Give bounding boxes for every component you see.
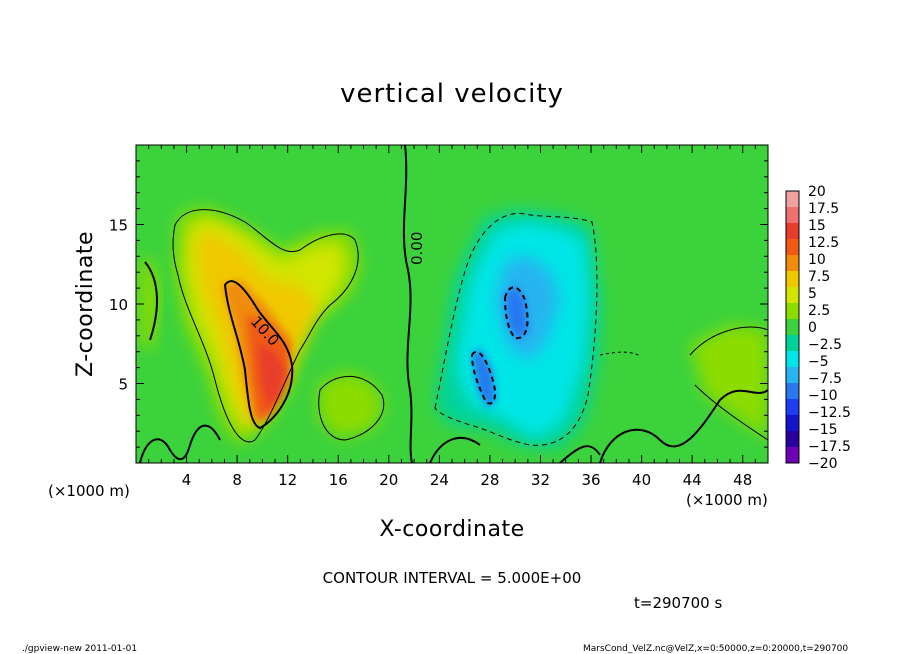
colorbar-label: 0 xyxy=(808,320,817,336)
contour-10-updraft xyxy=(223,280,294,430)
colorbar-label: −12.5 xyxy=(808,405,851,421)
contour-minus5-downdraft xyxy=(434,212,598,446)
colorbar-swatch xyxy=(786,335,799,352)
time-stamp: t=290700 s xyxy=(634,594,722,612)
contour-5-blob-right xyxy=(318,375,385,441)
colorbar-frame xyxy=(785,190,800,464)
contour-zero-bottom-right xyxy=(429,389,768,463)
y-axis-label: Z-coordinate xyxy=(73,231,98,377)
contour-zero-bottom-left xyxy=(139,261,221,463)
colorbar-swatch xyxy=(786,383,799,400)
colorbar-label: −15 xyxy=(808,422,838,438)
contour-5-updraft xyxy=(172,209,359,443)
x-tick-label: 48 xyxy=(733,471,752,489)
colorbar-label: −20 xyxy=(808,456,838,472)
colorbar-swatch xyxy=(786,223,799,240)
x-tick-label: 8 xyxy=(232,471,242,489)
x-tick-label: 20 xyxy=(379,471,398,489)
y-tick-label: 15 xyxy=(109,217,128,235)
colorbar-swatch xyxy=(786,271,799,288)
colorbar-label: 10 xyxy=(808,252,826,268)
y-tick-label: 5 xyxy=(118,376,128,394)
colorbar-swatch xyxy=(786,207,799,224)
colorbar-swatch xyxy=(786,191,799,208)
y-tick-labels: 5 10 15 xyxy=(109,217,128,394)
x-tick-label: 16 xyxy=(329,471,348,489)
colorbar-swatch xyxy=(786,351,799,368)
colorbar-swatch xyxy=(786,287,799,304)
contour-label-zero: 0.00 xyxy=(408,232,426,265)
colorbar-label: 17.5 xyxy=(808,201,839,217)
contour-5-blob-far xyxy=(689,326,768,441)
colorbar-label: 2.5 xyxy=(808,303,830,319)
colorbar-label: 7.5 xyxy=(808,269,830,285)
colorbar-swatch xyxy=(786,367,799,384)
tick-marks xyxy=(135,144,769,464)
colorbar-label: −5 xyxy=(808,354,829,370)
x-unit-right: (×1000 m) xyxy=(686,491,768,509)
negative-downdraft-field xyxy=(435,210,600,448)
colorbar-swatch xyxy=(786,303,799,320)
colorbar-label: −7.5 xyxy=(808,371,842,387)
colorbar-label: 20 xyxy=(808,184,826,200)
colorbar: 2017.51512.5107.552.50−2.5−5−7.5−10−12.5… xyxy=(785,184,851,472)
positive-updraft-field xyxy=(140,207,768,445)
x-tick-label: 12 xyxy=(278,471,297,489)
colorbar-label: −2.5 xyxy=(808,337,842,353)
x-tick-label: 24 xyxy=(430,471,449,489)
colorbar-label: −10 xyxy=(808,388,838,404)
colorbar-swatch xyxy=(786,415,799,432)
colorbar-swatch xyxy=(786,319,799,336)
colorbar-swatch xyxy=(786,431,799,448)
chart-title: vertical velocity xyxy=(340,79,564,109)
colorbar-label: 5 xyxy=(808,286,817,302)
colorbar-label: 15 xyxy=(808,218,826,234)
contour-zero-line xyxy=(402,145,413,463)
x-unit-left: (×1000 m) xyxy=(48,482,130,500)
x-tick-label: 36 xyxy=(581,471,600,489)
x-tick-label: 44 xyxy=(683,471,702,489)
x-tick-label: 32 xyxy=(531,471,550,489)
colorbar-swatch xyxy=(786,255,799,272)
footer-left: ./gpview-new 2011-01-01 xyxy=(22,644,137,654)
colorbar-label: −17.5 xyxy=(808,439,851,455)
colorbar-label: 12.5 xyxy=(808,235,839,251)
x-tick-label: 40 xyxy=(632,471,651,489)
y-tick-label: 10 xyxy=(109,296,128,314)
colorbar-swatch xyxy=(786,399,799,416)
colorbar-swatch xyxy=(786,239,799,256)
colorbar-swatch xyxy=(786,447,799,464)
plot-area: 0.00 10.0 xyxy=(136,145,768,463)
contour-lines xyxy=(139,145,768,463)
contour-minus5-fringe xyxy=(599,351,641,357)
x-tick-label: 4 xyxy=(182,471,192,489)
x-tick-label: 28 xyxy=(480,471,499,489)
footer-right: MarsCond_VelZ.nc@VelZ,x=0:50000,z=0:2000… xyxy=(583,644,848,654)
x-tick-labels: 4 8 12 16 20 24 28 32 36 40 44 48 xyxy=(182,471,752,489)
x-axis-label: X-coordinate xyxy=(379,517,524,542)
contour-interval-text: CONTOUR INTERVAL = 5.000E+00 xyxy=(323,569,582,587)
